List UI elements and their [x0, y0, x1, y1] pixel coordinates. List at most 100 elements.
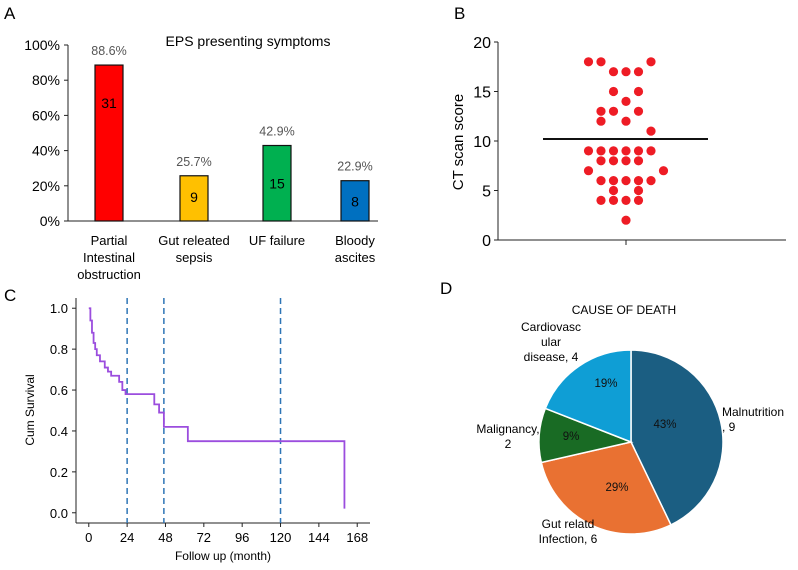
scatter-y-tick-label: 5 — [482, 184, 491, 201]
survival-y-tick-label: 0.0 — [50, 506, 68, 521]
scatter-point — [608, 146, 619, 156]
survival-y-tick-label: 0.2 — [50, 465, 68, 480]
pie-percent-label: 19% — [594, 378, 617, 390]
bar-y-tick-label: 60% — [32, 107, 60, 123]
bar-category-label: Gut releated — [158, 233, 230, 248]
bar — [340, 180, 370, 222]
bar-category-label: sepsis — [176, 250, 213, 265]
pie-slice — [544, 349, 632, 444]
scatter-point — [608, 156, 619, 166]
pie-slice-label: 2 — [505, 437, 512, 451]
survival-y-tick-label: 0.4 — [50, 424, 68, 439]
scatter-point — [646, 126, 656, 136]
bar-y-tick-label: 20% — [32, 178, 60, 194]
bar-y-tick-label: 80% — [32, 72, 60, 88]
pie-panel: CAUSE OF DEATH 43%Malnutrition, 929%Gut … — [476, 303, 784, 546]
scatter-point — [621, 156, 631, 166]
bar-category-label: ascites — [335, 250, 376, 265]
scatter-point — [633, 67, 644, 77]
scatter-y-label: CT scan score — [450, 94, 467, 190]
scatter-point — [633, 146, 644, 156]
bar-y-tick-label: 100% — [24, 37, 60, 53]
pie-slice-label: Malignancy, — [476, 422, 539, 436]
bar-category-label: Partial — [91, 233, 128, 248]
scatter-y-tick-label: 0 — [482, 233, 491, 250]
survival-y-tick-label: 0.6 — [50, 383, 68, 398]
bar-count-label: 31 — [101, 95, 117, 111]
pie-slice-label: Infection, 6 — [539, 532, 598, 546]
survival-x-tick-label: 168 — [346, 530, 368, 545]
scatter-point — [621, 96, 631, 106]
scatter-point — [583, 146, 594, 156]
scatter-point — [621, 67, 631, 77]
scatter-point — [621, 215, 631, 225]
bar — [94, 64, 124, 222]
survival-x-tick-label: 24 — [120, 530, 134, 545]
survival-x-tick-label: 144 — [308, 530, 330, 545]
survival-curve — [88, 307, 346, 509]
pie-slice-label: Cardiovasc — [521, 320, 581, 334]
scatter-point — [646, 176, 656, 186]
scatter-point — [608, 86, 619, 97]
pie-slice-label: Gut relatd — [542, 517, 595, 531]
scatter-point — [658, 166, 669, 176]
pie-percent-label: 29% — [605, 482, 628, 494]
bar-category-label: Intestinal — [83, 250, 135, 265]
pie-percent-label: 43% — [653, 419, 676, 431]
scatter-point — [633, 156, 644, 166]
bar-category-label: UF failure — [249, 233, 305, 248]
survival-x-tick-label: 48 — [158, 530, 172, 545]
survival-x-tick-label: 0 — [85, 530, 92, 545]
bar-value-label: 88.6% — [91, 44, 126, 58]
bar-category-label: Bloody — [335, 233, 375, 248]
scatter-point — [621, 146, 631, 156]
scatter-point — [608, 176, 619, 186]
survival-x-label: Follow up (month) — [175, 549, 271, 563]
bar-category-label: obstruction — [77, 267, 141, 282]
bar-chart-panel: EPS presenting symptoms 0% 20% 40% 60% 80% 10… — [24, 33, 378, 282]
bar-y-tick-label: 0% — [40, 213, 60, 229]
scatter-point — [596, 116, 606, 126]
scatter-point — [621, 195, 631, 205]
bar-y-tick-label: 40% — [32, 143, 60, 159]
panel-letter-c: C — [4, 286, 16, 305]
survival-x-tick-label: 72 — [197, 530, 211, 545]
bar-count-label: 9 — [190, 189, 198, 205]
bar — [179, 175, 209, 222]
scatter-point — [633, 86, 644, 97]
pie-slice — [630, 349, 724, 526]
scatter-point — [596, 156, 606, 166]
scatter-point — [583, 57, 594, 67]
survival-y-tick-label: 0.8 — [50, 342, 68, 357]
scatter-point — [633, 195, 644, 205]
scatter-point — [608, 195, 619, 205]
panel-letter-b: B — [454, 4, 465, 23]
scatter-panel: CT scan score 0 5 10 15 20 — [450, 35, 786, 250]
scatter-point — [608, 185, 619, 196]
scatter-y-tick-label: 20 — [473, 35, 491, 52]
scatter-y-tick-label: 10 — [473, 134, 491, 151]
scatter-point — [596, 176, 606, 186]
pie-slice-label: disease, 4 — [524, 350, 579, 364]
survival-y-tick-label: 1.0 — [50, 301, 68, 316]
scatter-point — [646, 57, 656, 67]
panel-letter-d: D — [440, 279, 452, 298]
scatter-point — [621, 176, 631, 186]
survival-y-label: Cum Survival — [23, 374, 37, 445]
bar — [262, 144, 292, 222]
pie-slice-label: Malnutrition — [722, 405, 784, 419]
scatter-point — [596, 195, 606, 205]
scatter-point — [583, 166, 594, 176]
scatter-point — [646, 146, 656, 156]
scatter-y-tick-label: 15 — [473, 85, 491, 102]
scatter-point — [633, 106, 644, 116]
bar-count-label: 15 — [269, 175, 285, 191]
pie-slice-label: , 9 — [722, 420, 736, 434]
pie-slice — [540, 441, 672, 535]
survival-x-tick-label: 120 — [270, 530, 292, 545]
scatter-point — [633, 176, 644, 186]
scatter-point — [608, 67, 619, 77]
bar-chart-title: EPS presenting symptoms — [166, 33, 331, 49]
pie-slice-label: ular — [541, 335, 561, 349]
